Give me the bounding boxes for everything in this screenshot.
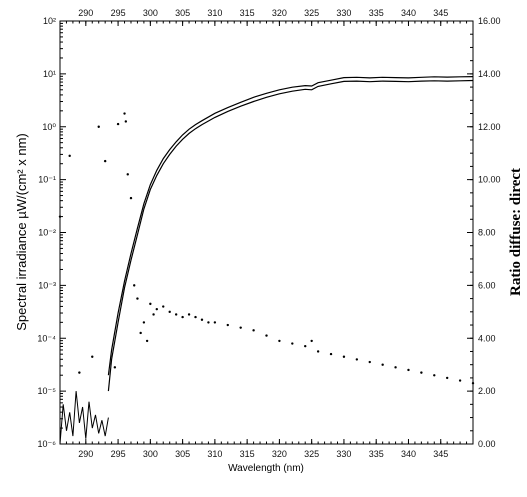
ratio-point [187, 313, 191, 316]
y-tick-label: 10⁻⁶ [38, 439, 57, 449]
ratio-point [152, 313, 155, 316]
x-tick-label: 345 [433, 449, 448, 459]
ratio-point [342, 355, 346, 358]
y-tick-label: 10² [43, 16, 56, 26]
x-tick-label: 295 [111, 449, 126, 459]
ratio-point [168, 310, 171, 314]
ratio-point [129, 196, 133, 200]
top-tick-label: 340 [401, 8, 416, 18]
top-tick-label: 325 [304, 8, 319, 18]
ratio-point [126, 173, 129, 176]
ratio-point [174, 313, 178, 316]
noisy-ratio-line [59, 391, 109, 445]
top-tick-label: 290 [78, 8, 93, 18]
ratio-point [181, 315, 184, 319]
ratio-point [139, 331, 142, 335]
ratio-point [91, 355, 94, 358]
y2-tick-label: 4.00 [478, 333, 496, 343]
y-tick-label: 10⁰ [42, 122, 56, 132]
ratio-point [310, 339, 313, 343]
y2-axis-label: Ratio diffuse: direct [508, 168, 524, 296]
ratio-point [291, 342, 294, 345]
x-tick-label: 300 [143, 449, 158, 459]
ratio-point [407, 368, 410, 372]
x-axis-label: Wavelength (nm) [228, 463, 304, 474]
ratio-point [265, 334, 268, 337]
ratio-point [123, 112, 126, 115]
ratio-point [97, 125, 100, 128]
y-tick-label: 10⁻² [38, 228, 56, 238]
ratio-point [124, 120, 128, 123]
ratio-point [207, 321, 210, 324]
irradiance-line-2 [107, 79, 474, 392]
ratio-point [142, 321, 146, 324]
top-tick-label: 330 [336, 8, 351, 18]
ratio-point [420, 371, 423, 374]
y2-tick-label: 0.00 [478, 439, 496, 449]
y2-tick-label: 16.00 [478, 16, 501, 26]
x-tick-label: 325 [304, 449, 319, 459]
y-tick-label: 10¹ [43, 69, 56, 79]
y2-tick-label: 10.00 [478, 175, 501, 185]
ratio-point [162, 305, 165, 308]
y-tick-label: 10⁻⁵ [38, 386, 57, 396]
ratio-point [239, 326, 242, 329]
plot-frame [59, 20, 474, 445]
x-tick-label: 310 [207, 449, 222, 459]
ratio-point [133, 284, 136, 287]
irradiance-line-1 [107, 76, 474, 376]
ratio-point [278, 339, 281, 343]
y2-tick-label: 2.00 [478, 386, 496, 396]
ratio-point [149, 302, 152, 306]
ratio-point [200, 318, 204, 321]
y2-tick-label: 12.00 [478, 122, 501, 132]
ratio-point [226, 323, 229, 327]
y2-tick-label: 6.00 [478, 280, 496, 290]
x-tick-label: 290 [78, 449, 93, 459]
x-tick-label: 335 [369, 449, 384, 459]
ratio-point [136, 297, 139, 300]
y-tick-label: 10⁻⁴ [37, 333, 56, 343]
ratio-point [68, 154, 71, 158]
ratio-point [316, 350, 320, 353]
top-tick-label: 315 [240, 8, 255, 18]
ratio-point [394, 366, 397, 369]
x-tick-label: 305 [175, 449, 190, 459]
ratio-point [194, 315, 197, 319]
ratio-point [433, 374, 436, 377]
ratio-point [145, 339, 149, 343]
ratio-point [113, 366, 117, 369]
ratio-point [103, 159, 107, 163]
ratio-point [381, 363, 384, 366]
ratio-point [155, 307, 158, 311]
top-tick-label: 320 [272, 8, 287, 18]
ratio-point [78, 371, 81, 374]
y2-tick-label: 8.00 [478, 228, 496, 238]
x-tick-label: 340 [401, 449, 416, 459]
y-tick-label: 10⁻³ [38, 280, 56, 290]
top-tick-label: 335 [369, 8, 384, 18]
top-tick-label: 310 [207, 8, 222, 18]
y2-tick-label: 14.00 [478, 69, 501, 79]
ratio-point [355, 358, 359, 361]
ratio-point [445, 376, 449, 380]
x-tick-label: 330 [336, 449, 351, 459]
x-tick-label: 320 [272, 449, 287, 459]
top-tick-label: 295 [111, 8, 126, 18]
ratio-point [471, 381, 475, 385]
y-axis-label: Spectral irradiance µW/(cm² x nm) [14, 133, 29, 330]
ratio-point [458, 379, 462, 382]
ratio-point [213, 321, 217, 324]
ratio-point [304, 344, 307, 348]
top-tick-label: 300 [143, 8, 158, 18]
top-tick-label: 345 [433, 8, 448, 18]
ratio-point [252, 329, 255, 332]
y-tick-label: 10⁻¹ [38, 175, 56, 185]
top-tick-label: 305 [175, 8, 190, 18]
ratio-point [368, 360, 371, 364]
ratio-point [329, 352, 333, 356]
x-tick-label: 315 [240, 449, 255, 459]
ratio-point [116, 122, 120, 126]
